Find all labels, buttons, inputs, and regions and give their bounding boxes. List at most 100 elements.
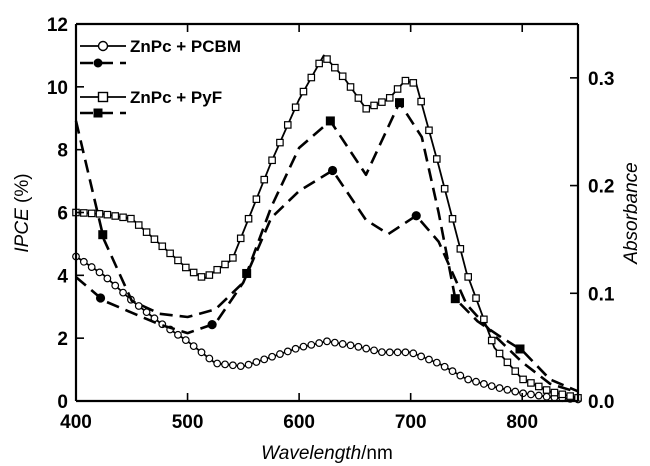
y-left-tick-label: 2: [57, 329, 68, 350]
data-point-znpc-pcbm-ipce: [307, 340, 316, 349]
data-point-znpc-pcbm-absorbance: [95, 293, 106, 303]
data-point-znpc-pcbm-ipce: [409, 349, 418, 358]
data-point-znpc-pcbm-ipce: [472, 377, 480, 386]
series-znpc-pyf-ipce: [72, 54, 582, 402]
x-tick-label: 600: [283, 412, 315, 433]
data-point-znpc-pyf-ipce: [409, 79, 418, 87]
data-point-znpc-pyf-ipce: [87, 209, 96, 218]
x-axis-title-unit: /nm: [361, 443, 393, 464]
data-point-znpc-pcbm-ipce: [330, 338, 339, 347]
data-point-znpc-pcbm-ipce: [534, 391, 543, 400]
data-point-znpc-pcbm-absorbance: [411, 211, 421, 221]
data-point-znpc-pyf-ipce: [448, 214, 457, 223]
data-point-znpc-pcbm-ipce: [385, 348, 394, 357]
data-point-znpc-pyf-ipce: [95, 210, 104, 218]
data-point-znpc-pyf-ipce: [566, 392, 574, 400]
data-point-znpc-pyf-ipce: [401, 76, 410, 85]
data-point-znpc-pcbm-ipce: [252, 358, 261, 366]
data-point-znpc-pcbm-ipce: [464, 375, 473, 384]
data-point-znpc-pyf-ipce: [542, 386, 551, 394]
data-point-znpc-pyf-ipce: [158, 242, 167, 251]
legend-marker-pcbm-ipce: [97, 40, 109, 52]
data-point-znpc-pcbm-ipce: [425, 355, 433, 364]
data-point-znpc-pcbm-ipce: [103, 274, 112, 283]
series-znpc-pcbm-absorbance: [75, 165, 579, 394]
data-point-znpc-pyf-ipce: [385, 94, 394, 102]
series-line-znpc-pcbm-ipce: [75, 255, 579, 401]
x-axis-ticks: 400 500 600 700 800: [60, 24, 538, 433]
data-point-znpc-pyf-ipce: [456, 245, 465, 253]
data-point-znpc-pcbm-ipce: [456, 371, 465, 380]
data-point-znpc-pcbm-ipce: [291, 344, 300, 353]
data-point-znpc-pyf-ipce: [527, 379, 535, 387]
plot-area: [72, 54, 582, 404]
legend-marker-pyf-ipce: [97, 91, 109, 103]
legend-label-pyf: ZnPc + PyF: [130, 88, 222, 107]
data-point-znpc-pyf-ipce: [205, 271, 214, 279]
data-point-znpc-pyf-ipce: [283, 121, 292, 129]
data-point-znpc-pyf-ipce: [150, 235, 159, 244]
data-point-znpc-pyf-ipce: [519, 375, 527, 384]
data-point-znpc-pyf-ipce: [480, 315, 488, 324]
data-point-znpc-pcbm-ipce: [221, 360, 229, 369]
y-right-axis-ticks: 0.0 0.1 0.2 0.3: [570, 69, 615, 413]
data-point-znpc-pcbm-ipce: [323, 337, 331, 346]
data-point-znpc-pyf-ipce: [393, 85, 402, 93]
data-point-znpc-pcbm-ipce: [111, 281, 120, 290]
y-left-tick-label: 8: [57, 141, 68, 162]
legend: ZnPc + PCBM ZnPc + PyF: [80, 37, 241, 118]
data-point-znpc-pcbm-ipce: [276, 350, 284, 358]
data-point-znpc-pcbm-ipce: [119, 288, 127, 297]
data-point-znpc-pyf-ipce: [417, 97, 425, 106]
data-point-znpc-pyf-ipce: [440, 184, 449, 193]
data-point-znpc-pyf-ipce: [558, 390, 567, 399]
y-right-tick-label: 0.1: [588, 284, 615, 305]
data-point-znpc-pyf-ipce: [487, 336, 496, 345]
data-point-znpc-pcbm-ipce: [479, 380, 488, 388]
data-point-znpc-pcbm-ipce: [370, 346, 378, 355]
data-point-znpc-pcbm-ipce: [283, 347, 292, 356]
data-point-znpc-pyf-ipce: [213, 265, 221, 274]
data-point-znpc-pcbm-ipce: [346, 341, 355, 350]
data-point-znpc-pcbm-ipce: [519, 389, 527, 398]
data-point-znpc-pyf-ipce: [244, 214, 253, 223]
data-point-znpc-pcbm-ipce: [213, 359, 222, 368]
series-line-znpc-pcbm-absorbance: [75, 169, 579, 394]
data-point-znpc-pyf-ipce: [119, 213, 127, 222]
data-point-znpc-pcbm-ipce: [495, 384, 504, 392]
data-point-znpc-pcbm-ipce: [228, 361, 237, 370]
data-point-znpc-pcbm-absorbance: [207, 320, 217, 330]
data-point-znpc-pcbm-ipce: [134, 302, 143, 310]
data-point-znpc-pcbm-ipce: [260, 355, 269, 364]
data-point-znpc-pyf-ipce: [197, 273, 206, 281]
x-tick-label: 700: [395, 412, 427, 433]
data-point-znpc-pcbm-ipce: [542, 392, 551, 401]
data-point-znpc-pcbm-ipce: [440, 362, 449, 371]
data-point-znpc-pyf-ipce: [174, 256, 182, 265]
data-point-znpc-pcbm-ipce: [527, 390, 535, 399]
data-point-znpc-pcbm-ipce: [401, 348, 410, 357]
legend-label-pcbm: ZnPc + PCBM: [130, 37, 241, 56]
data-point-znpc-pyf-absorbance: [450, 294, 460, 304]
y-left-axis-title: IPCE (%): [12, 173, 33, 252]
data-point-znpc-pcbm-ipce: [205, 354, 214, 363]
data-point-znpc-pyf-ipce: [534, 382, 543, 391]
data-point-znpc-pyf-ipce: [315, 59, 323, 68]
y-left-tick-label: 0: [57, 392, 68, 413]
data-point-znpc-pyf-ipce: [511, 367, 520, 375]
data-point-znpc-pcbm-ipce: [244, 360, 253, 369]
legend-marker-pcbm-abs: [93, 58, 103, 68]
data-point-znpc-pcbm-ipce: [197, 348, 206, 357]
data-point-znpc-pcbm-ipce: [362, 344, 371, 353]
data-point-znpc-pyf-ipce: [127, 214, 135, 223]
data-point-znpc-pyf-ipce: [252, 195, 261, 203]
data-point-znpc-pyf-ipce: [103, 210, 112, 219]
data-point-znpc-pyf-absorbance: [515, 344, 525, 354]
x-tick-label: 500: [172, 412, 204, 433]
y-left-tick-label: 6: [57, 204, 68, 225]
data-point-znpc-pyf-ipce: [268, 156, 276, 165]
data-point-znpc-pyf-ipce: [260, 175, 269, 184]
x-axis-title: Wavelength/nm: [261, 443, 393, 464]
data-point-znpc-pcbm-ipce: [315, 339, 324, 347]
y-left-tick-label: 12: [47, 15, 68, 36]
